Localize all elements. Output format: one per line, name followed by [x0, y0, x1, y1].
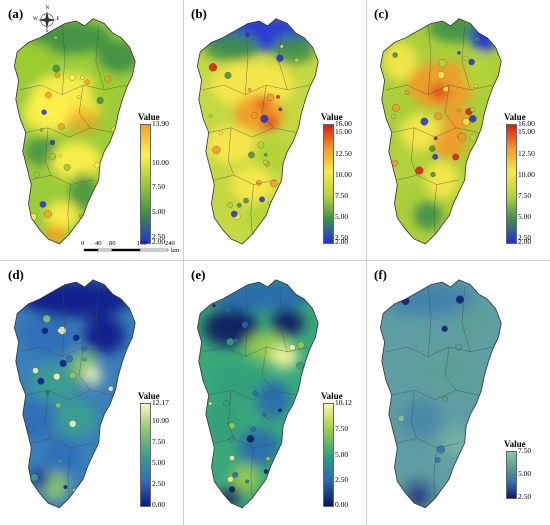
- colorbar-tick-label: 0.00: [335, 500, 349, 509]
- map-panel-d: (d) Value 12.17 10.00 7.50 5.00 2.50 0.00: [2, 263, 182, 523]
- colorbar-tick-label: 2.50: [518, 232, 532, 242]
- colorbar-tick-label: 2.00: [335, 237, 349, 246]
- colorbar-tick-label: 12.17: [152, 398, 169, 407]
- col-divider-1: [183, 0, 184, 525]
- colorbar-tick-label: 12.50: [518, 148, 535, 158]
- colorbar-tick-label: 7.50: [335, 190, 349, 200]
- compass-letter-e: E: [56, 17, 60, 22]
- colorbar-tick-label: 15.00: [518, 127, 535, 137]
- map-panel-f: (f) Value 7.50 5.00 2.50: [368, 263, 548, 523]
- colorbar-tick-label: 0.00: [152, 500, 166, 509]
- scale-bar-unit: km: [171, 247, 180, 254]
- colorbar-tick-label: 5.00: [518, 469, 532, 478]
- colorbar-tick-label: 10.12: [335, 398, 352, 407]
- map-d-svg: [13, 279, 136, 509]
- legend-title: Value: [321, 391, 343, 401]
- map-panel-a: (a) Value 13.90 10.00 7.50 5.00 2.50 2.00 N S E W 0…: [2, 2, 182, 259]
- map-panel-c: (c) Value 16.00 15.00 12.50 10.00 7.50 5.00 2.5…: [368, 2, 548, 259]
- col-divider-2: [366, 0, 367, 525]
- colorbar-tick-label: 7.50: [152, 182, 166, 192]
- scale-bar: [83, 248, 169, 252]
- colorbar-tick-label: 7.50: [518, 446, 532, 455]
- map-e-svg: [196, 279, 319, 509]
- panel-label-a: (a): [8, 6, 24, 21]
- colorbar-tick-label: 13.90: [152, 119, 169, 128]
- colorbar-tick-label: 7.50: [152, 437, 166, 447]
- colorbar-tick-label: 10.00: [152, 157, 169, 167]
- colorbar-tick-label: 10.00: [335, 169, 352, 179]
- colorbar-tick-label: 2.50: [335, 474, 349, 484]
- legend-title: Value: [504, 439, 526, 449]
- map-f-svg: [379, 279, 502, 509]
- colorbar-tick-label: 2.50: [518, 492, 532, 501]
- panel-label-c: (c): [374, 6, 389, 21]
- scale-bar-tick: 80: [109, 240, 116, 247]
- colorbar: [506, 451, 517, 499]
- colorbar-tick-label: 5.00: [518, 211, 532, 221]
- scale-bar-tick: 160: [137, 240, 147, 247]
- scale-bar-tick: 240: [165, 240, 175, 247]
- colorbar-tick-label: 2.50: [335, 232, 349, 242]
- legend-title: Value: [504, 112, 526, 122]
- map-c-svg: [379, 18, 502, 245]
- colorbar-tick-label: 2.00: [518, 237, 532, 246]
- colorbar: [323, 124, 334, 244]
- legend-title: Value: [138, 112, 160, 122]
- map-panel-e: (e) Value 10.12 7.50 5.00 2.50 0.00: [185, 263, 365, 523]
- compass-letter-n: N: [45, 5, 50, 11]
- panel-label-e: (e): [191, 267, 206, 282]
- panel-label-d: (d): [8, 267, 24, 282]
- colorbar-tick-label: 5.00: [152, 207, 166, 217]
- colorbar-tick-label: 7.50: [335, 424, 349, 434]
- map-b-svg: [196, 18, 319, 245]
- colorbar-tick-label: 5.00: [335, 211, 349, 221]
- panel-label-f: (f): [374, 267, 387, 282]
- panel-label-b: (b): [191, 6, 207, 21]
- legend-title: Value: [138, 391, 160, 401]
- colorbar-tick-label: 16.00: [335, 119, 352, 128]
- scale-bar-tick: 40: [95, 240, 102, 247]
- colorbar-tick-label: 15.00: [335, 127, 352, 137]
- legend-title: Value: [321, 112, 343, 122]
- colorbar: [140, 124, 151, 244]
- colorbar: [323, 403, 334, 507]
- colorbar-tick-label: 16.00: [518, 119, 535, 128]
- colorbar: [140, 403, 151, 507]
- colorbar-tick-label: 5.00: [152, 458, 166, 468]
- row-divider: [0, 260, 550, 261]
- colorbar-tick-label: 2.00: [152, 237, 166, 246]
- colorbar-tick-label: 7.50: [518, 190, 532, 200]
- colorbar-tick-label: 10.00: [152, 416, 169, 426]
- compass-letter-s: S: [45, 28, 49, 34]
- colorbar-tick-label: 10.00: [518, 169, 535, 179]
- map-panel-b: (b) Value 16.00 15.00 12.50 10.00 7.50 5.00 2.5…: [185, 2, 365, 259]
- colorbar-tick-label: 2.50: [152, 232, 166, 242]
- colorbar: [506, 124, 517, 244]
- compass-rose-icon: [38, 11, 56, 29]
- colorbar-tick-label: 5.00: [335, 449, 349, 459]
- colorbar-tick-label: 2.50: [152, 479, 166, 489]
- compass-letter-w: W: [33, 17, 38, 22]
- scale-bar-tick: 0: [81, 240, 85, 247]
- map-a-svg: [13, 11, 169, 252]
- colorbar-tick-label: 12.50: [335, 148, 352, 158]
